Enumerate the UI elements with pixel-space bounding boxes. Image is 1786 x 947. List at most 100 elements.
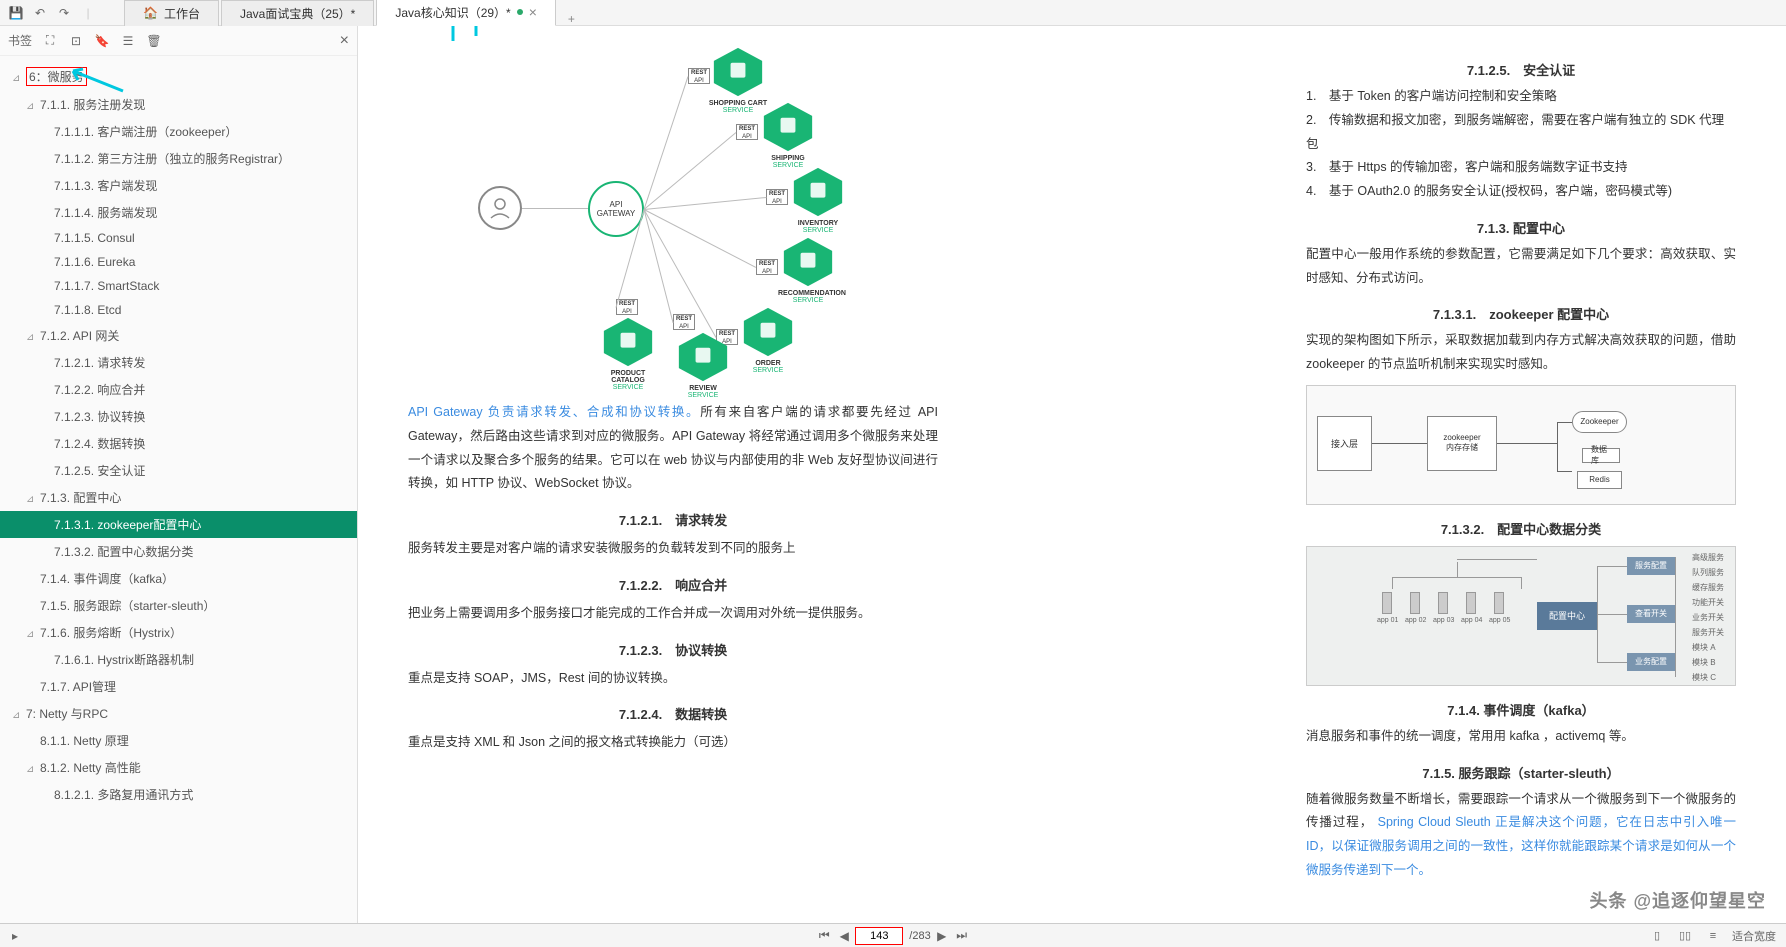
numbered-list: 1. 基于 Token 的客户端访问控制和安全策略2. 传输数据和报文加密，到服…	[1306, 85, 1736, 204]
server-label: app 04	[1461, 617, 1482, 624]
section-heading: 7.1.4. 事件调度（kafka）	[1306, 700, 1736, 719]
status-bar: ▸ ⏮ ◀ /283 ▶ ⏭ ▯ ▯▯ ≡ 适合宽度	[0, 923, 1786, 947]
next-page-button[interactable]: ▶	[933, 927, 951, 945]
outline-item[interactable]: 7.1.1.5. Consul	[0, 226, 357, 250]
sub-label: 业务开关	[1692, 612, 1724, 623]
rest-api-label: RESTAPI	[756, 259, 778, 275]
gateway-paragraph: API Gateway 负责请求转发、合成和协议转换。所有来自客户端的请求都要先…	[408, 401, 938, 496]
undo-icon[interactable]: ↶	[32, 5, 48, 21]
list-item: 3. 基于 Https 的传输加密，客户端和服务端数字证书支持	[1306, 156, 1736, 180]
config-center-node: 配置中心	[1537, 602, 1597, 630]
service-hex-icon	[778, 236, 838, 288]
redo-icon[interactable]: ↷	[56, 5, 72, 21]
section-heading: 7.1.5. 服务跟踪（starter-sleuth）	[1306, 763, 1736, 782]
tab-label: 工作台	[164, 5, 200, 22]
outline-item[interactable]: 8.1.1. Netty 原理	[0, 727, 357, 754]
section-heading: 7.1.3.2. 配置中心数据分类	[1306, 519, 1736, 538]
expand-status-icon[interactable]: ▸	[6, 927, 24, 945]
section-text: 重点是支持 XML 和 Json 之间的报文格式转换能力（可选）	[408, 731, 938, 755]
outline-item[interactable]: ⊿6：微服务	[0, 62, 357, 91]
outline-item[interactable]: ⊿7.1.3. 配置中心	[0, 484, 357, 511]
section-heading: 7.1.2.5. 安全认证	[1306, 60, 1736, 79]
view-facing-icon[interactable]: ▯▯	[1676, 927, 1694, 945]
tab-workspace[interactable]: 🏠 工作台	[124, 0, 219, 26]
outline-item[interactable]: 7.1.1.1. 客户端注册（zookeeper）	[0, 118, 357, 145]
view-continuous-icon[interactable]: ≡	[1704, 927, 1722, 945]
outline-item[interactable]: 7.1.1.6. Eureka	[0, 250, 357, 274]
rest-api-label: RESTAPI	[616, 299, 638, 315]
outline-item[interactable]: 7.1.1.7. SmartStack	[0, 274, 357, 298]
page-input[interactable]	[855, 927, 903, 945]
last-page-button[interactable]: ⏭	[953, 927, 971, 945]
outline-item[interactable]: 7.1.6.1. Hystrix断路器机制	[0, 646, 357, 673]
collapse-icon[interactable]: ⊡	[68, 33, 84, 49]
watermark-text: 头条 @追逐仰望星空	[1589, 887, 1766, 913]
service-hex-icon	[788, 166, 848, 218]
service-label: PRODUCT CATALOGSERVICE	[598, 370, 658, 391]
outline-item[interactable]: ⊿8.1.2. Netty 高性能	[0, 754, 357, 781]
section-heading: 7.1.2.3. 协议转换	[408, 640, 938, 659]
annotation-arrow-icon	[466, 26, 486, 38]
sub-label: 模块 A	[1692, 642, 1716, 653]
close-icon[interactable]: ×	[529, 4, 537, 20]
server-label: app 01	[1377, 617, 1398, 624]
outline-item[interactable]: 7.1.1.8. Etcd	[0, 298, 357, 322]
outline-item[interactable]: 7.1.5. 服务跟踪（starter-sleuth）	[0, 592, 357, 619]
zoom-mode[interactable]: 适合宽度	[1732, 928, 1776, 944]
list-icon[interactable]: ☰	[120, 33, 136, 49]
section-heading: 7.1.2.1. 请求转发	[408, 510, 938, 529]
section-text: 随着微服务数量不断增长，需要跟踪一个请求从一个微服务到下一个微服务的传播过程， …	[1306, 788, 1736, 883]
sidebar-title: 书签	[8, 32, 32, 49]
first-page-button[interactable]: ⏮	[815, 927, 833, 945]
outline-item[interactable]: 7.1.2.4. 数据转换	[0, 430, 357, 457]
tab-label: Java核心知识（29）*	[395, 4, 510, 21]
user-icon	[478, 186, 522, 230]
section-text: 重点是支持 SOAP，JMS，Rest 间的协议转换。	[408, 667, 938, 691]
sub-label: 队列服务	[1692, 567, 1724, 578]
bookmark-sidebar: 书签 ⛶ ⊡ 🔖 ☰ 🗑 × ⊿6：微服务⊿7.1.1. 服务注册发现7.1.1…	[0, 26, 358, 923]
outline-item[interactable]: 7.1.2.3. 协议转换	[0, 403, 357, 430]
outline-item[interactable]: 7.1.7. API管理	[0, 673, 357, 700]
section-text: 实现的架构图如下所示，采取数据加载到内存方式解决高效获取的问题，借助 zooke…	[1306, 329, 1736, 377]
tab-java-core[interactable]: Java核心知识（29）* ×	[376, 0, 556, 26]
outline-item[interactable]: 7.1.1.3. 客户端发现	[0, 172, 357, 199]
delete-icon[interactable]: 🗑	[146, 33, 162, 49]
tab-bar: 🏠 工作台 Java面试宝典（25）* Java核心知识（29）* × +	[124, 0, 585, 26]
view-single-icon[interactable]: ▯	[1648, 927, 1666, 945]
section-text: 配置中心一般用作系统的参数配置，它需要满足如下几个要求：高效获取、实时感知、分布…	[1306, 243, 1736, 291]
new-tab-button[interactable]: +	[558, 12, 585, 26]
outline-item[interactable]: 7.1.2.5. 安全认证	[0, 457, 357, 484]
page-navigator: ⏮ ◀ /283 ▶ ⏭	[815, 927, 970, 945]
section-heading: 7.1.3. 配置中心	[1306, 218, 1736, 237]
outline-item[interactable]: 7.1.3.1. zookeeper配置中心	[0, 511, 357, 538]
save-icon[interactable]: 💾	[8, 5, 24, 21]
outline-item[interactable]: 7.1.3.2. 配置中心数据分类	[0, 538, 357, 565]
list-item: 2. 传输数据和报文加密，到服务端解密，需要在客户端有独立的 SDK 代理包	[1306, 109, 1736, 157]
server-icon	[1382, 592, 1392, 614]
outline-item[interactable]: ⊿7: Netty 与RPC	[0, 700, 357, 727]
outline-item[interactable]: ⊿7.1.6. 服务熔断（Hystrix）	[0, 619, 357, 646]
prev-page-button[interactable]: ◀	[835, 927, 853, 945]
server-icon	[1494, 592, 1504, 614]
page-content: APIGATEWAYSHOPPING CARTSERVICERESTAPISHI…	[358, 26, 1786, 923]
outline-item[interactable]: 7.1.1.4. 服务端发现	[0, 199, 357, 226]
outline-item[interactable]: ⊿7.1.1. 服务注册发现	[0, 91, 357, 118]
expand-icon[interactable]: ⛶	[42, 33, 58, 49]
outline-item[interactable]: 7.1.2.2. 响应合并	[0, 376, 357, 403]
sub-label: 模块 C	[1692, 672, 1716, 683]
section-text: 把业务上需要调用多个服务接口才能完成的工作合并成一次调用对外统一提供服务。	[408, 602, 938, 626]
outline-item[interactable]: 7.1.4. 事件调度（kafka）	[0, 565, 357, 592]
section-heading: 7.1.3.1. zookeeper 配置中心	[1306, 304, 1736, 323]
zk-architecture-figure: 接入层 zookeeper内存存储 Zookeeper 数据库 Redis	[1306, 385, 1736, 505]
bookmark-icon[interactable]: 🔖	[94, 33, 110, 49]
outline-item[interactable]: ⊿7.1.2. API 网关	[0, 322, 357, 349]
sub-label: 高级服务	[1692, 552, 1724, 563]
outline-item[interactable]: 7.1.1.2. 第三方注册（独立的服务Registrar）	[0, 145, 357, 172]
outline-item[interactable]: 8.1.2.1. 多路复用通讯方式	[0, 781, 357, 808]
service-hex-icon	[738, 306, 798, 358]
close-sidebar-icon[interactable]: ×	[340, 32, 349, 50]
outline-tree: ⊿6：微服务⊿7.1.1. 服务注册发现7.1.1.1. 客户端注册（zooke…	[0, 56, 357, 923]
outline-item[interactable]: 7.1.2.1. 请求转发	[0, 349, 357, 376]
tab-java-interview[interactable]: Java面试宝典（25）*	[221, 0, 374, 26]
rest-api-label: RESTAPI	[688, 68, 710, 84]
